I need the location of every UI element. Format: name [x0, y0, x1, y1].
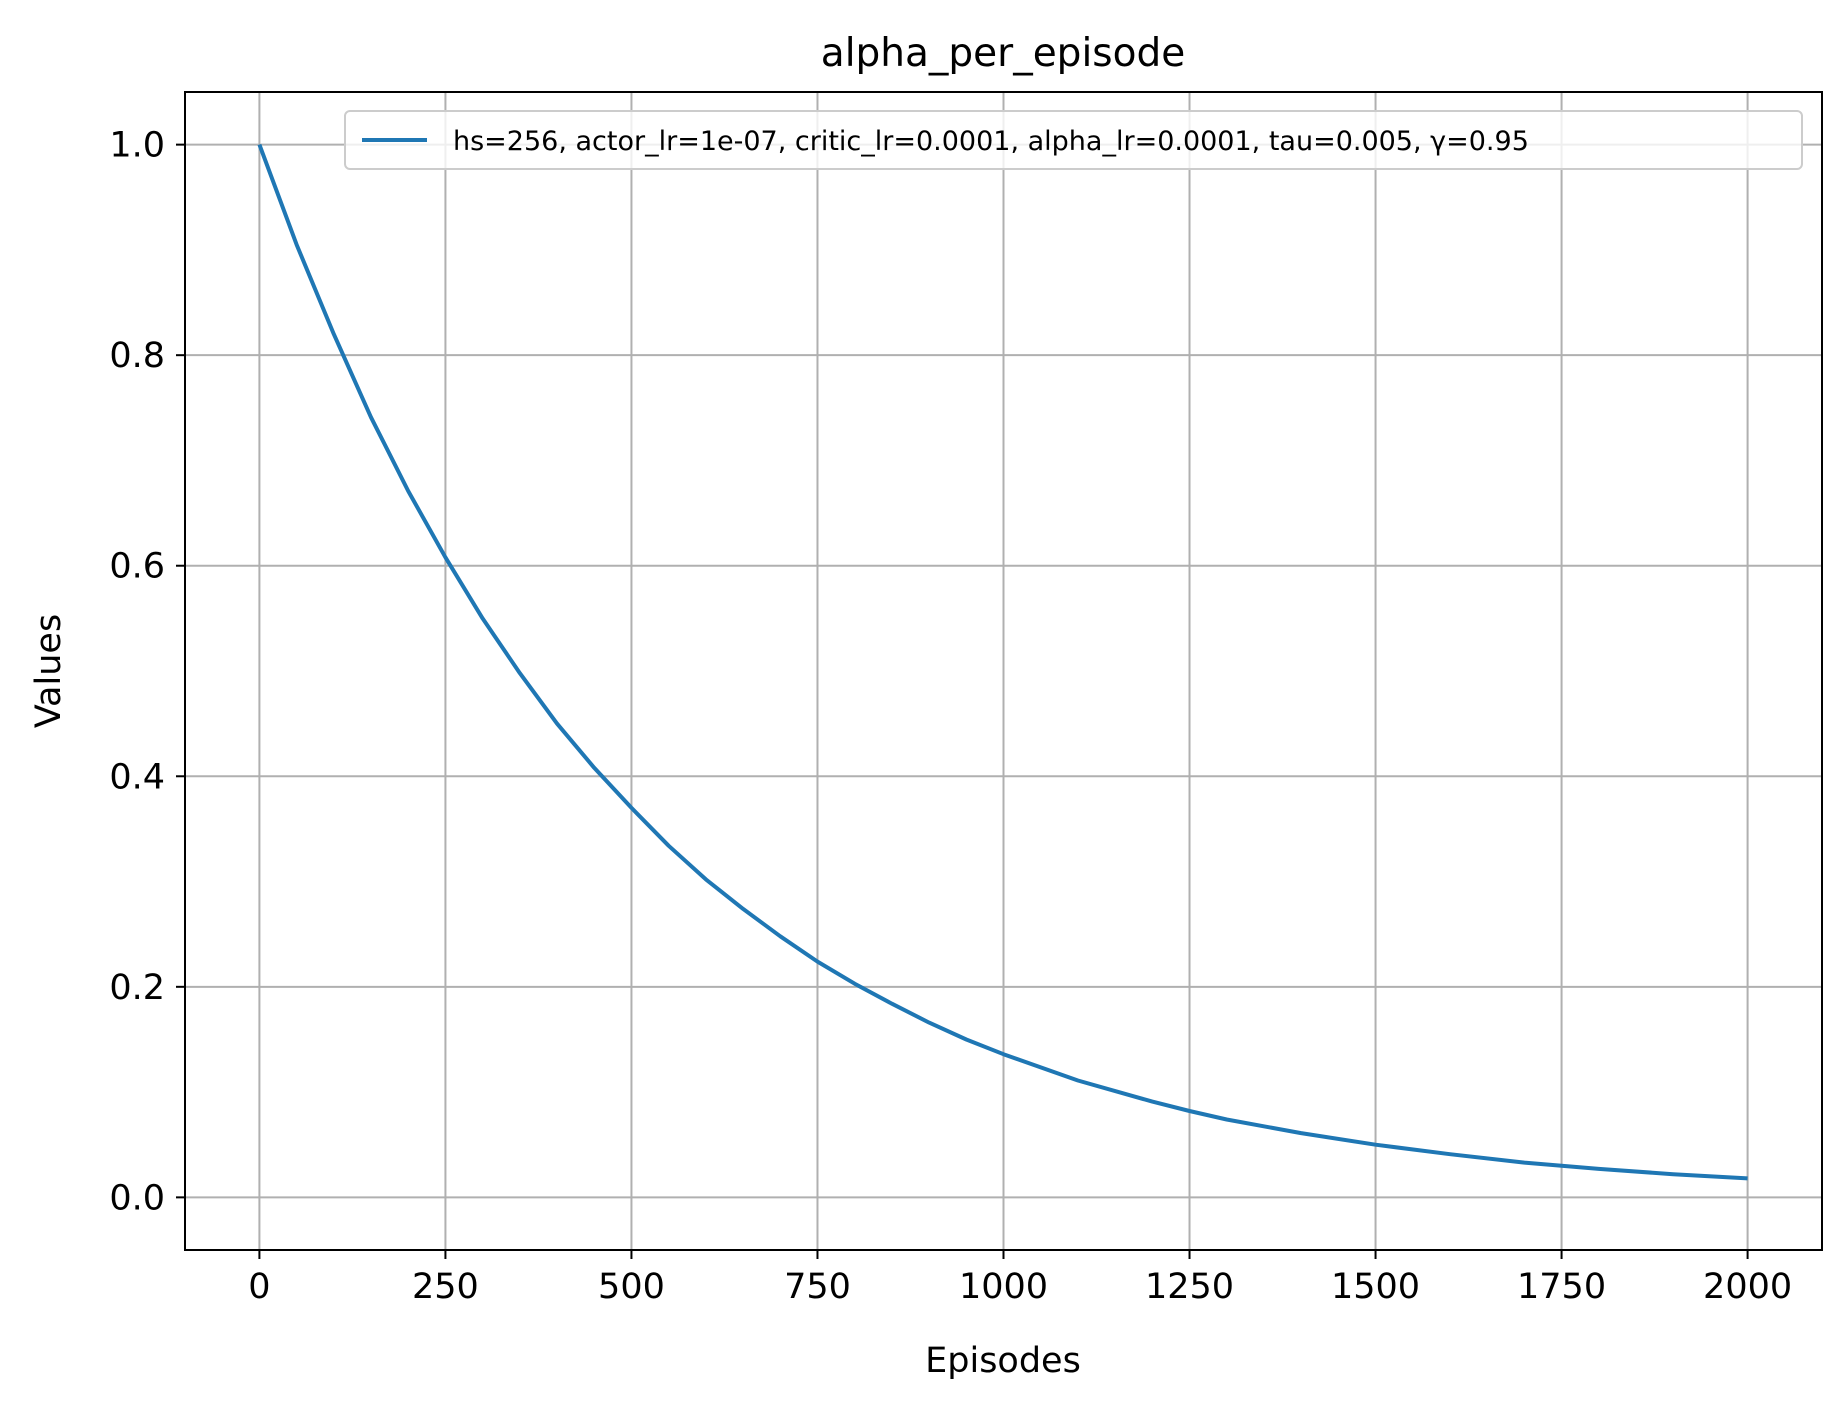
x-tick-label: 0 [248, 1267, 270, 1307]
y-axis-label: Values [29, 614, 69, 728]
y-tick-label: 0.6 [109, 547, 165, 587]
series-layer [257, 143, 1748, 1181]
y-tick-label: 1.0 [109, 126, 165, 166]
legend-box [344, 110, 1803, 170]
x-tick-label: 250 [412, 1267, 479, 1307]
x-tick-label: 1000 [959, 1267, 1048, 1307]
x-axis-ticks: 0 250 500 750 1000 1250 1500 1750 2000 [248, 1250, 1792, 1307]
x-tick-label: 500 [598, 1267, 665, 1307]
legend: hs=256, actor_lr=1e-07, critic_lr=0.0001… [344, 110, 1803, 170]
x-tick-label: 750 [784, 1267, 851, 1307]
chart-title: alpha_per_episode [821, 31, 1185, 76]
grid-lines [185, 92, 1822, 1250]
y-tick-label: 0.4 [109, 757, 165, 797]
legend-label: hs=256, actor_lr=1e-07, critic_lr=0.0001… [453, 126, 1529, 157]
y-tick-label: 0.2 [109, 968, 165, 1008]
x-tick-label: 1500 [1331, 1267, 1420, 1307]
x-tick-label: 2000 [1703, 1267, 1792, 1307]
y-tick-label: 0.0 [109, 1178, 165, 1218]
x-tick-label: 1750 [1517, 1267, 1606, 1307]
x-axis-label: Episodes [925, 1341, 1081, 1381]
x-tick-label: 1250 [1145, 1267, 1234, 1307]
y-axis-ticks: 0.0 0.2 0.4 0.6 0.8 1.0 [109, 126, 185, 1218]
series-line [257, 143, 1748, 1181]
y-tick-label: 0.8 [109, 336, 165, 376]
